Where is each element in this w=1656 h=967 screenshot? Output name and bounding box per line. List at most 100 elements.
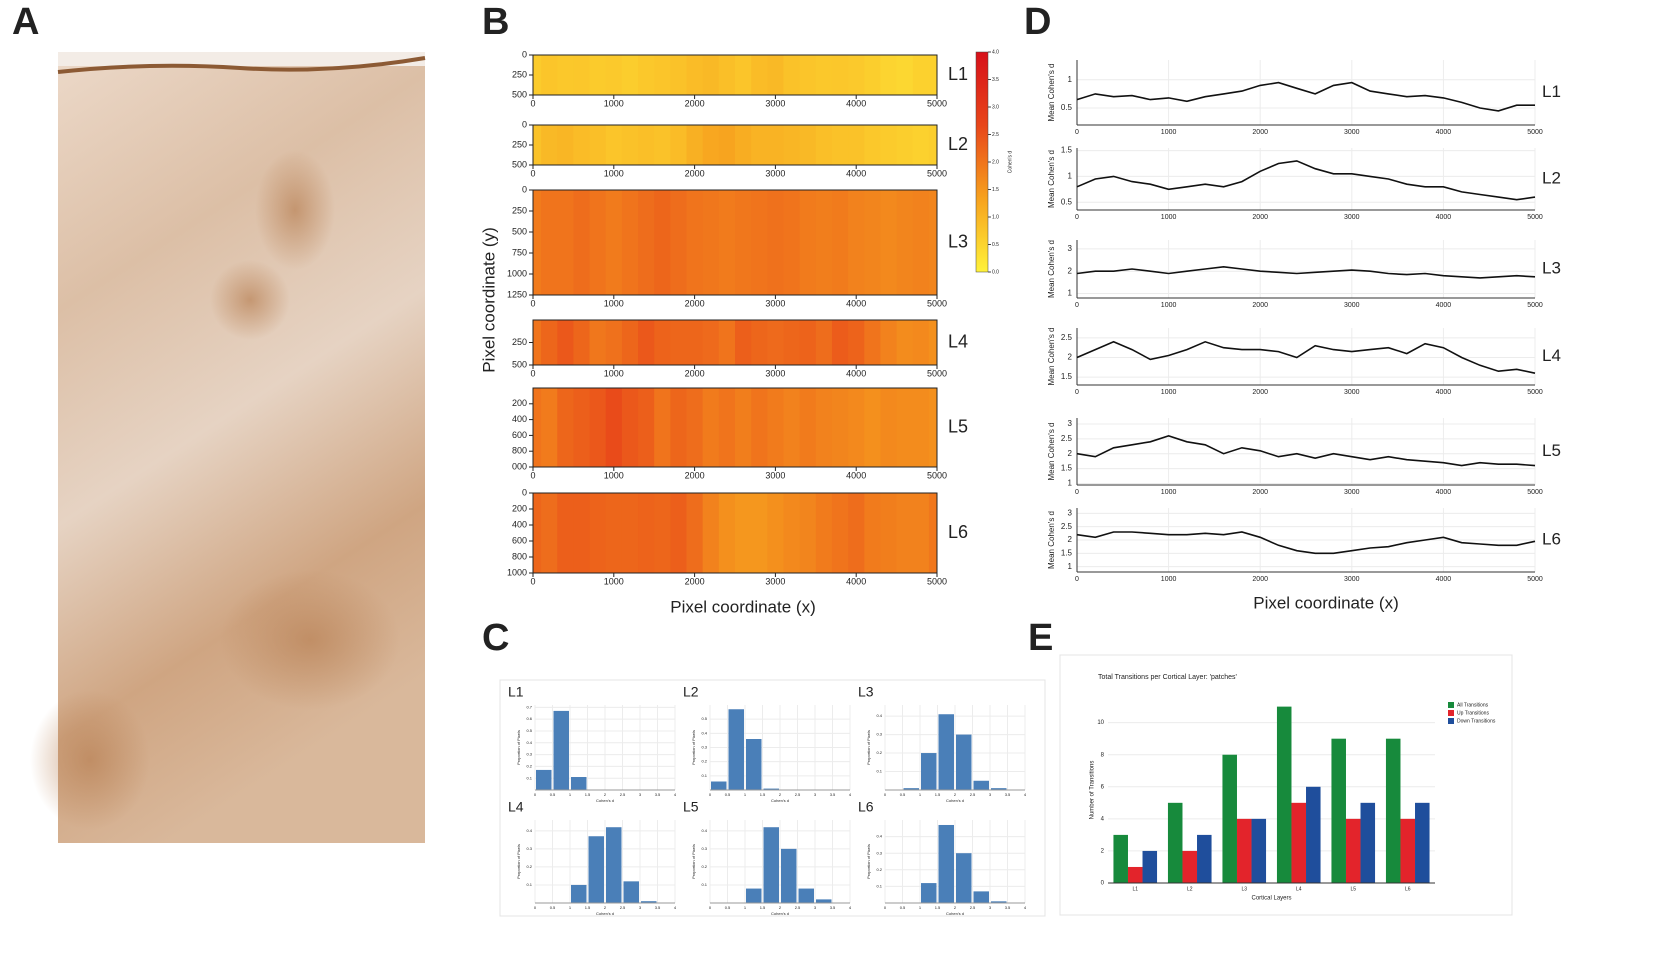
histogram-bar <box>763 788 779 790</box>
heatmap-cell <box>621 493 639 573</box>
heatmap-cell <box>735 190 752 295</box>
heatmap-cell <box>767 55 784 95</box>
heatmap-cell <box>557 125 574 165</box>
x-tick-label: L3 <box>1241 886 1247 892</box>
x-tick-label: 3000 <box>1344 489 1360 496</box>
x-tick-label: 5000 <box>927 168 947 178</box>
heatmap-cell <box>654 190 671 295</box>
bar <box>1400 818 1416 883</box>
heatmap-cell <box>557 55 574 95</box>
histogram-bar <box>641 901 657 903</box>
heatmap-cell <box>767 190 784 295</box>
panel-name: L2 <box>683 684 699 700</box>
y-tick-label: 0.2 <box>526 763 532 768</box>
x-tick-label: 2000 <box>685 98 705 108</box>
y-tick-label: 0.5 <box>701 716 707 721</box>
x-tick-label: 2000 <box>685 470 705 480</box>
panel-name: L4 <box>1542 346 1561 365</box>
x-tick-label: 0.5 <box>550 792 556 797</box>
heatmap-cell <box>831 388 849 467</box>
x-tick-label: 4000 <box>1436 576 1452 583</box>
legend-swatch <box>1448 702 1454 708</box>
heatmap-cell <box>896 320 914 365</box>
heatmap-cell <box>718 125 736 165</box>
x-tick-label: 0.5 <box>725 792 731 797</box>
heatmap-cell <box>848 320 865 365</box>
x-tick-label: 2.5 <box>795 905 801 910</box>
x-tick-label: 4 <box>849 905 852 910</box>
heatmap-cell <box>605 125 623 165</box>
colorbar-tick-label: 2.5 <box>992 132 999 138</box>
y-tick-label: 0.1 <box>701 773 707 778</box>
y-tick-label: 0.1 <box>876 883 882 888</box>
x-tick-label: 3.5 <box>1005 792 1011 797</box>
heatmap-cell <box>589 190 607 295</box>
y-tick-label: 0.3 <box>526 752 532 757</box>
heatmap-cell <box>654 320 671 365</box>
x-tick-label: 2.5 <box>620 792 626 797</box>
heatmap-cell <box>638 55 655 95</box>
heatmap-cell <box>533 320 542 365</box>
y-tick-label: 250 <box>512 205 527 215</box>
panel-name: L6 <box>1542 529 1561 548</box>
x-tick-label: 2000 <box>685 368 705 378</box>
y-tick-label: 0.6 <box>526 716 532 721</box>
heatmap-cell <box>799 388 817 467</box>
y-tick-label: 3 <box>1068 244 1073 253</box>
y-tick-label: 3 <box>1068 419 1073 428</box>
heatmap-cell <box>573 388 591 467</box>
x-tick-label: 3 <box>989 792 992 797</box>
bar <box>1385 738 1401 883</box>
panel-name: L4 <box>508 799 524 815</box>
heatmap-cell <box>831 493 849 573</box>
bar <box>1251 818 1267 883</box>
heatmap-cell <box>848 55 865 95</box>
x-tick-label: 0 <box>530 298 535 308</box>
x-tick-label: L2 <box>1187 886 1193 892</box>
heatmap-cell <box>557 388 574 467</box>
panel-name: L3 <box>1542 258 1561 277</box>
heatmap-cell <box>638 493 655 573</box>
bar <box>1291 802 1307 883</box>
heatmap-cell <box>573 55 591 95</box>
x-tick-label: 2000 <box>685 168 705 178</box>
y-tick-label: 1 <box>1068 562 1073 571</box>
heatmap-cell <box>686 190 704 295</box>
x-tick-label: 4 <box>1024 905 1027 910</box>
x-tick-label: 2000 <box>685 576 705 586</box>
x-tick-label: 1000 <box>604 368 624 378</box>
heatmap-cell <box>621 320 639 365</box>
heatmap-cell <box>767 125 784 165</box>
heatmap-cell <box>654 55 671 95</box>
y-tick-label: 1 <box>1068 479 1073 488</box>
x-tick-label: 2 <box>779 792 782 797</box>
x-tick-label: 1000 <box>604 576 624 586</box>
heatmap-cell <box>533 493 542 573</box>
heatmap-cell <box>702 125 720 165</box>
x-tick-label: 2.5 <box>970 792 976 797</box>
y-tick-label: 2 <box>1068 353 1073 362</box>
heatmap-cell <box>864 190 881 295</box>
x-tick-label: 2000 <box>1252 389 1268 396</box>
x-tick-label: 3000 <box>1344 576 1360 583</box>
heatmap-cell <box>735 55 752 95</box>
x-axis-title: Cohen's d <box>946 911 964 916</box>
x-tick-label: 5000 <box>927 576 947 586</box>
bar <box>1331 738 1346 883</box>
heatmap-cell <box>702 55 720 95</box>
histogram-bar <box>938 714 954 790</box>
heatmap-cell <box>928 388 938 467</box>
x-tick-label: 1000 <box>604 298 624 308</box>
x-tick-label: 1000 <box>1161 576 1177 583</box>
heatmap-cell <box>654 125 671 165</box>
y-tick-label: 500 <box>512 89 527 99</box>
y-tick-label: 1 <box>1068 289 1073 298</box>
histogram-bar <box>816 899 832 903</box>
heatmap-cell <box>783 190 801 295</box>
x-tick-label: 0 <box>534 905 537 910</box>
x-tick-label: 5000 <box>927 98 947 108</box>
heatmap-cell <box>670 125 688 165</box>
heatmap-cell <box>928 190 938 295</box>
heatmap-cell <box>799 55 817 95</box>
